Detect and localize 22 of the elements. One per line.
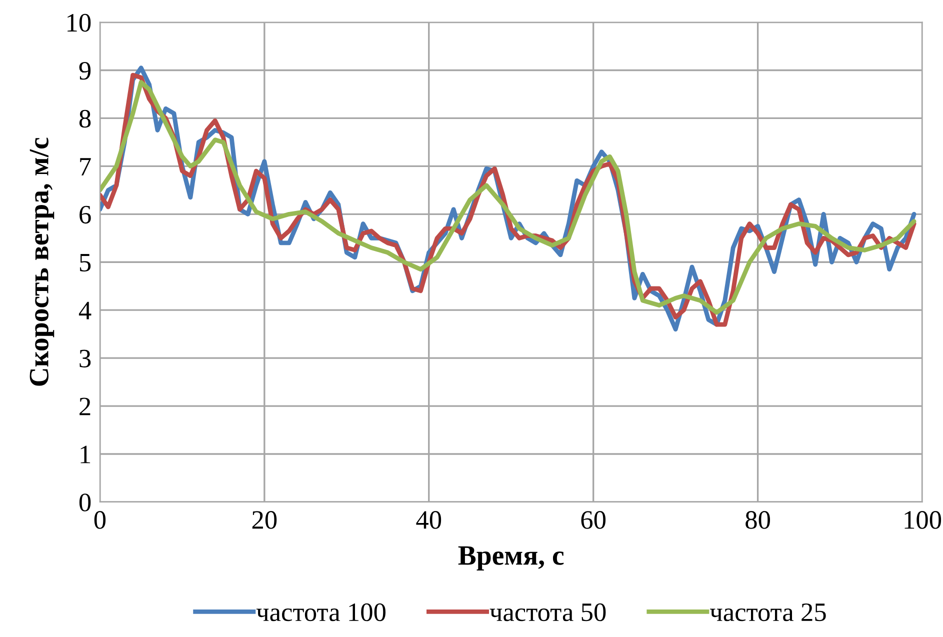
- y-axis-title: Скорость ветра, м/с: [30, 138, 54, 386]
- y-tick-label: 9: [79, 62, 91, 80]
- y-tick-label: 6: [80, 206, 91, 224]
- y-tick-label: 8: [79, 110, 91, 128]
- x-tick-label: 60: [581, 511, 606, 529]
- y-tick-label: 5: [80, 254, 91, 272]
- x-tick-label: 100: [904, 511, 942, 529]
- y-tick-label: 2: [80, 398, 90, 416]
- y-tick-label: 7: [80, 158, 91, 176]
- y-tick-label: 10: [68, 14, 91, 32]
- y-tick-label: 3: [80, 350, 91, 368]
- x-axis-title: Время, с: [458, 546, 564, 571]
- x-tick-label: 20: [252, 511, 277, 529]
- legend-label: частота 100: [256, 603, 386, 622]
- legend-label: частота 50: [490, 603, 606, 622]
- y-tick-label: 4: [78, 302, 92, 320]
- legend-label: частота 25: [710, 603, 826, 622]
- y-tick-label: 0: [79, 494, 91, 512]
- x-tick-label: 40: [416, 511, 442, 529]
- x-tick-label: 80: [746, 511, 770, 529]
- x-tick-label: 0: [94, 511, 106, 529]
- y-tick-label: 1: [80, 446, 90, 464]
